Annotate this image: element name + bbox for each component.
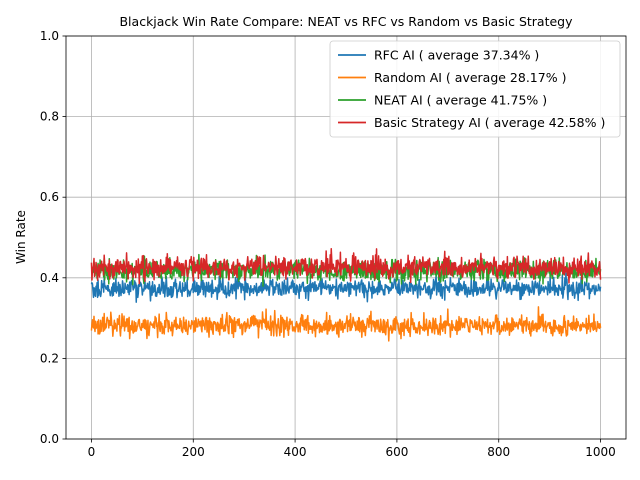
legend-box	[329, 40, 621, 138]
legend-label: Random AI ( average 28.17% )	[374, 70, 566, 85]
y-tick-label: 0.4	[40, 271, 59, 285]
x-tick-label: 800	[487, 445, 510, 459]
y-tick-label: 0.8	[40, 110, 59, 124]
x-tick-label: 600	[385, 445, 408, 459]
y-axis-title: Win Rate	[14, 210, 28, 264]
series-line	[90, 306, 602, 342]
x-tick-label: 0	[88, 445, 96, 459]
series-line	[90, 247, 602, 285]
series-line	[90, 269, 602, 303]
y-tick-label: 0.0	[40, 432, 59, 446]
chart-title: Blackjack Win Rate Compare: NEAT vs RFC …	[119, 14, 573, 29]
ticks: 0 200 400 600 800 1000 0.0 0.2 0.4 0.6 0.8 1.0	[40, 29, 616, 459]
x-tick-label: 1000	[585, 445, 616, 459]
legend-label: RFC AI ( average 37.34% )	[374, 48, 539, 63]
legend-label: NEAT AI ( average 41.75% )	[374, 93, 547, 108]
y-tick-label: 0.2	[40, 351, 59, 365]
x-tick-label: 200	[182, 445, 205, 459]
y-tick-label: 1.0	[40, 29, 59, 43]
series-line	[90, 253, 602, 287]
series-layer	[90, 247, 602, 342]
x-tick-label: 400	[284, 445, 307, 459]
legend: RFC AI ( average 37.34% ) Random AI ( ave…	[329, 40, 621, 138]
y-tick-label: 0.6	[40, 190, 59, 204]
plot-frame	[65, 35, 627, 440]
legend-label: Basic Strategy AI ( average 42.58% )	[374, 115, 605, 130]
